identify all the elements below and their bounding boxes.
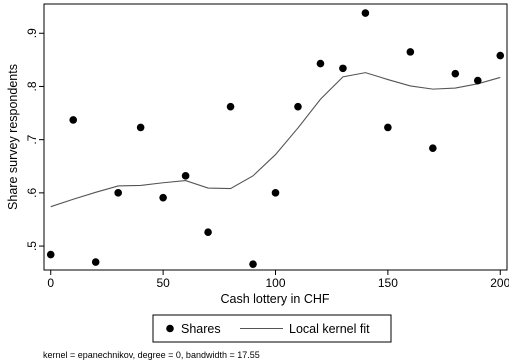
- x-tick-label: 50: [156, 276, 170, 290]
- y-tick-label: .9: [25, 28, 39, 38]
- data-point: [361, 9, 370, 17]
- x-tick-label: 150: [378, 276, 398, 290]
- y-tick-label: .5: [25, 241, 39, 251]
- data-point: [384, 123, 392, 132]
- series-layer: [46, 9, 505, 268]
- y-axis: .5 .6 .7 .8 .9: [25, 28, 44, 251]
- chart-note: kernel = epanechnikov, degree = 0, bandw…: [43, 350, 260, 360]
- y-axis-title: Share survey respondents: [6, 64, 20, 210]
- data-point: [46, 250, 55, 259]
- data-point: [339, 64, 347, 73]
- data-point: [271, 189, 280, 197]
- data-point: [181, 172, 190, 180]
- data-point: [473, 76, 482, 85]
- data-point: [451, 69, 460, 78]
- y-tick-label: .8: [25, 81, 39, 91]
- data-point: [429, 144, 437, 152]
- data-point: [136, 123, 145, 132]
- x-tick-label: 100: [265, 276, 285, 290]
- legend: Shares Local kernel fit: [152, 314, 392, 343]
- plot-area-frame: [43, 3, 508, 271]
- data-point: [204, 228, 212, 237]
- legend-label-shares: Shares: [181, 322, 221, 336]
- y-tick-label: .6: [25, 188, 39, 198]
- data-point: [406, 48, 415, 56]
- legend-marker-shares: [166, 324, 174, 333]
- x-tick-label: 0: [47, 276, 54, 290]
- data-point: [316, 59, 325, 68]
- x-tick-label: 200: [490, 276, 509, 290]
- data-point: [159, 193, 167, 202]
- legend-label-kernel-fit: Local kernel fit: [289, 322, 370, 336]
- data-point: [226, 102, 235, 111]
- data-point: [294, 102, 302, 111]
- kernel-fit-line: [50, 72, 501, 208]
- data-point: [114, 189, 122, 197]
- data-point: [249, 260, 257, 268]
- data-point: [91, 258, 100, 266]
- x-axis-title: Cash lottery in CHF: [220, 292, 329, 306]
- data-point: [496, 51, 505, 60]
- x-axis: 0 50 100 150 200: [47, 270, 509, 290]
- data-point: [69, 116, 78, 124]
- y-tick-label: .7: [25, 134, 39, 144]
